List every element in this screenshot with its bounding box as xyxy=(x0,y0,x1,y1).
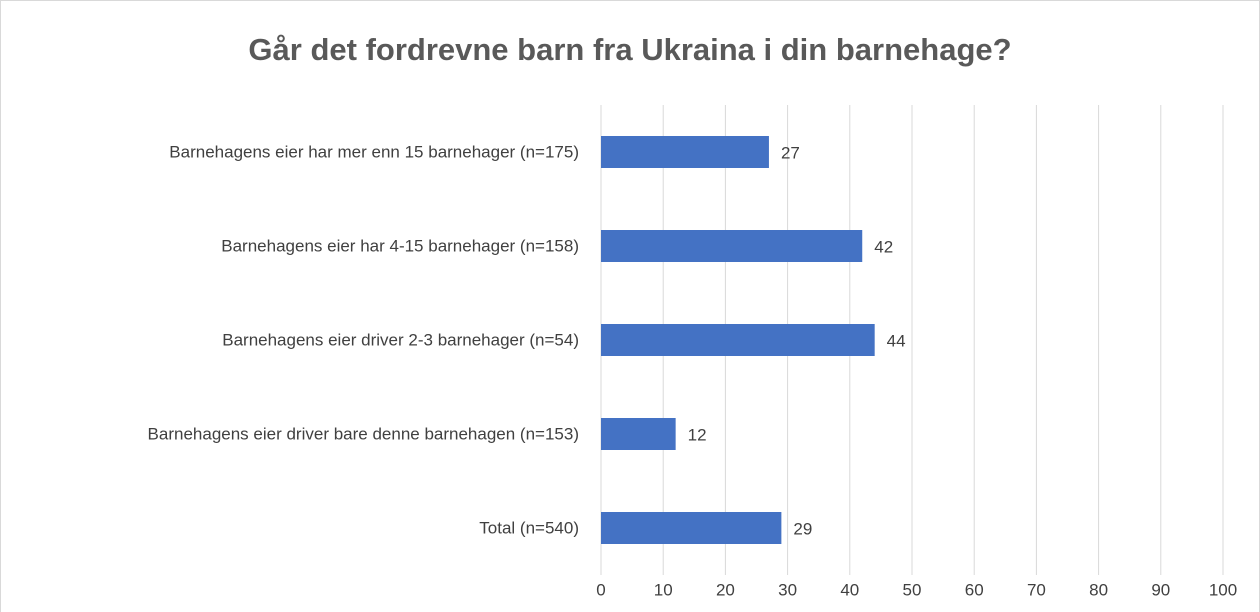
data-label: 29 xyxy=(793,519,812,538)
bar xyxy=(601,136,769,168)
y-tick-label: Total (n=540) xyxy=(479,518,579,537)
y-tick-label: Barnehagens eier har mer enn 15 barnehag… xyxy=(169,142,579,161)
x-tick-label: 40 xyxy=(840,580,859,599)
data-label: 27 xyxy=(781,143,800,162)
chart-title: Går det fordrevne barn fra Ukraina i din… xyxy=(248,32,1011,67)
x-tick-label: 50 xyxy=(903,580,922,599)
data-label: 12 xyxy=(688,425,707,444)
data-label: 42 xyxy=(874,237,893,256)
x-tick-label: 10 xyxy=(654,580,673,599)
y-tick-label: Barnehagens eier driver bare denne barne… xyxy=(148,424,579,443)
x-tick-label: 60 xyxy=(965,580,984,599)
x-tick-label: 70 xyxy=(1027,580,1046,599)
x-tick-label: 0 xyxy=(596,580,605,599)
bar xyxy=(601,512,782,544)
bar xyxy=(601,324,875,356)
data-label: 44 xyxy=(887,331,906,350)
x-tick-label: 100 xyxy=(1209,580,1237,599)
y-tick-label: Barnehagens eier har 4-15 barnehager (n=… xyxy=(221,236,579,255)
x-tick-label: 20 xyxy=(716,580,735,599)
y-tick-label: Barnehagens eier driver 2-3 barnehager (… xyxy=(222,330,579,349)
x-tick-label: 90 xyxy=(1151,580,1170,599)
bar xyxy=(601,230,863,262)
x-tick-label: 80 xyxy=(1089,580,1108,599)
bar xyxy=(601,418,676,450)
x-tick-label: 30 xyxy=(778,580,797,599)
